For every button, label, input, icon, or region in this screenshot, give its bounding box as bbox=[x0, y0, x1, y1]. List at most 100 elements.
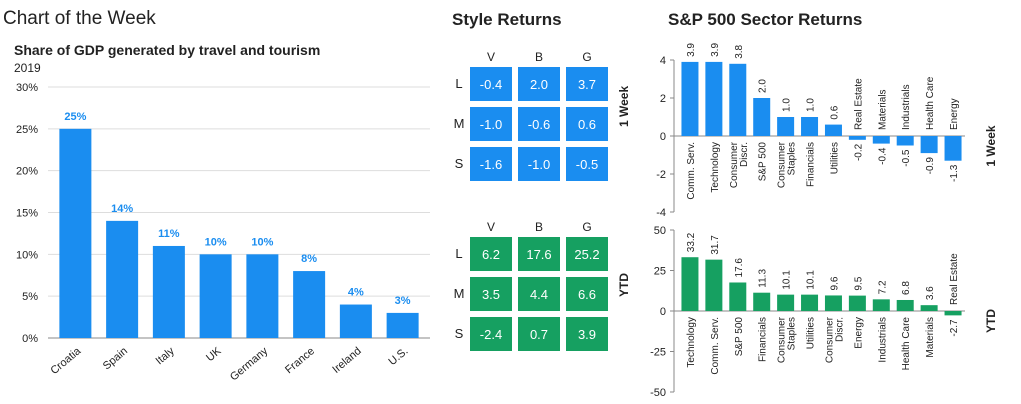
style-row-label: M bbox=[453, 286, 465, 301]
chart-of-week-header: Chart of the Week bbox=[3, 8, 156, 29]
bar bbox=[246, 254, 279, 338]
bar bbox=[848, 136, 866, 140]
y-tick-label: 15% bbox=[16, 208, 38, 220]
category-label: Materials bbox=[877, 89, 888, 130]
bar bbox=[293, 271, 326, 338]
data-label: 6.8 bbox=[901, 281, 912, 295]
y-tick-label: -50 bbox=[650, 387, 666, 399]
y-tick-label: 0% bbox=[22, 333, 38, 345]
category-label: Financials bbox=[806, 142, 817, 187]
style-return-cell: -0.4 bbox=[470, 67, 512, 101]
data-label: 3.9 bbox=[686, 43, 697, 57]
style-return-cell: 17.6 bbox=[518, 237, 560, 271]
data-label: 10.1 bbox=[806, 270, 817, 290]
category-label: Materials bbox=[925, 317, 936, 358]
style-column-label: G bbox=[582, 220, 592, 234]
category-label: Technology bbox=[686, 317, 697, 368]
style-return-cell: 0.7 bbox=[518, 317, 560, 351]
y-tick-label: 25% bbox=[16, 124, 38, 136]
category-label: Real Estate bbox=[949, 253, 960, 305]
bar bbox=[896, 136, 914, 146]
bar bbox=[199, 254, 232, 338]
style-return-cell: 0.6 bbox=[566, 107, 608, 141]
y-tick-label: 25 bbox=[654, 266, 666, 278]
category-label: Real Estate bbox=[853, 78, 864, 130]
category-label: Consumer bbox=[824, 316, 835, 363]
bar bbox=[801, 294, 819, 311]
bar bbox=[920, 136, 938, 154]
bar bbox=[777, 117, 795, 136]
bar bbox=[681, 257, 699, 311]
style-return-cell: 25.2 bbox=[566, 237, 608, 271]
data-label: 11% bbox=[158, 228, 180, 240]
style-row-label: S bbox=[454, 326, 464, 341]
category-label: Energy bbox=[949, 98, 960, 130]
style-period-label: 1 Week bbox=[617, 85, 631, 127]
data-label: 1.0 bbox=[782, 98, 793, 112]
y-tick-label: 20% bbox=[16, 166, 38, 178]
y-tick-label: 0 bbox=[660, 131, 666, 143]
style-column-label: G bbox=[582, 50, 592, 64]
gdp-bar-chart: 0%5%10%15%20%25%30%25%Croatia14%Spain11%… bbox=[16, 82, 430, 383]
style-return-cell: 3.5 bbox=[470, 277, 512, 311]
data-label: -0.4 bbox=[877, 147, 888, 165]
style-return-cell: -0.5 bbox=[566, 147, 608, 181]
style-return-cell: 4.4 bbox=[518, 277, 560, 311]
data-label: 3.9 bbox=[710, 43, 721, 57]
category-label: Technology bbox=[710, 142, 721, 193]
style-return-cell: -0.6 bbox=[518, 107, 560, 141]
sector-period-label: YTD bbox=[984, 309, 998, 333]
data-label: 25% bbox=[64, 111, 86, 123]
bar bbox=[896, 299, 914, 311]
category-label: Staples bbox=[787, 317, 798, 350]
data-label: 10% bbox=[205, 236, 227, 248]
style-return-cell: -1.0 bbox=[470, 107, 512, 141]
bar bbox=[729, 63, 747, 136]
data-label: -0.5 bbox=[901, 149, 912, 167]
category-label: Financials bbox=[758, 317, 769, 362]
data-label: 17.6 bbox=[734, 258, 745, 278]
y-tick-label: -25 bbox=[650, 347, 666, 359]
data-label: 2.0 bbox=[758, 79, 769, 93]
bar bbox=[872, 136, 890, 144]
chart-subtitle: 2019 bbox=[14, 61, 41, 75]
chart-title: Share of GDP generated by travel and tou… bbox=[14, 42, 321, 58]
category-label: Discr. bbox=[834, 317, 845, 342]
category-label: S&P 500 bbox=[758, 142, 769, 182]
bar bbox=[705, 61, 723, 136]
category-label: Utilities bbox=[806, 317, 817, 349]
category-label: Industrials bbox=[877, 317, 888, 363]
bar bbox=[824, 124, 842, 136]
data-label: 9.5 bbox=[853, 276, 864, 290]
category-label: Comm. Serv. bbox=[710, 317, 721, 375]
category-label: Industrials bbox=[901, 84, 912, 130]
bar bbox=[944, 311, 962, 316]
bar bbox=[106, 220, 139, 338]
style-period-label: YTD bbox=[617, 273, 631, 297]
style-returns-header: Style Returns bbox=[452, 10, 562, 29]
category-label: Consumer bbox=[729, 141, 740, 188]
y-tick-label: 0 bbox=[660, 306, 666, 318]
category-label: Utilities bbox=[829, 142, 840, 174]
bar bbox=[801, 117, 819, 136]
category-label: Consumer bbox=[777, 141, 788, 188]
bar bbox=[339, 304, 372, 338]
style-row-label: L bbox=[455, 76, 463, 91]
category-label: S&P 500 bbox=[734, 317, 745, 357]
data-label: 0.6 bbox=[829, 105, 840, 119]
bar bbox=[920, 305, 938, 311]
data-label: 11.3 bbox=[758, 269, 769, 288]
data-label: -0.9 bbox=[925, 157, 936, 175]
style-return-cell: -2.4 bbox=[470, 317, 512, 351]
style-return-cell: 3.9 bbox=[566, 317, 608, 351]
style-column-label: V bbox=[486, 50, 495, 64]
category-label: Health Care bbox=[925, 76, 936, 130]
bar bbox=[872, 299, 890, 311]
bar bbox=[705, 259, 723, 311]
category-label: Comm. Serv. bbox=[686, 142, 697, 200]
y-tick-label: 5% bbox=[22, 291, 38, 303]
style-return-cell: -1.6 bbox=[470, 147, 512, 181]
bar bbox=[848, 295, 866, 311]
style-return-cell: -1.0 bbox=[518, 147, 560, 181]
